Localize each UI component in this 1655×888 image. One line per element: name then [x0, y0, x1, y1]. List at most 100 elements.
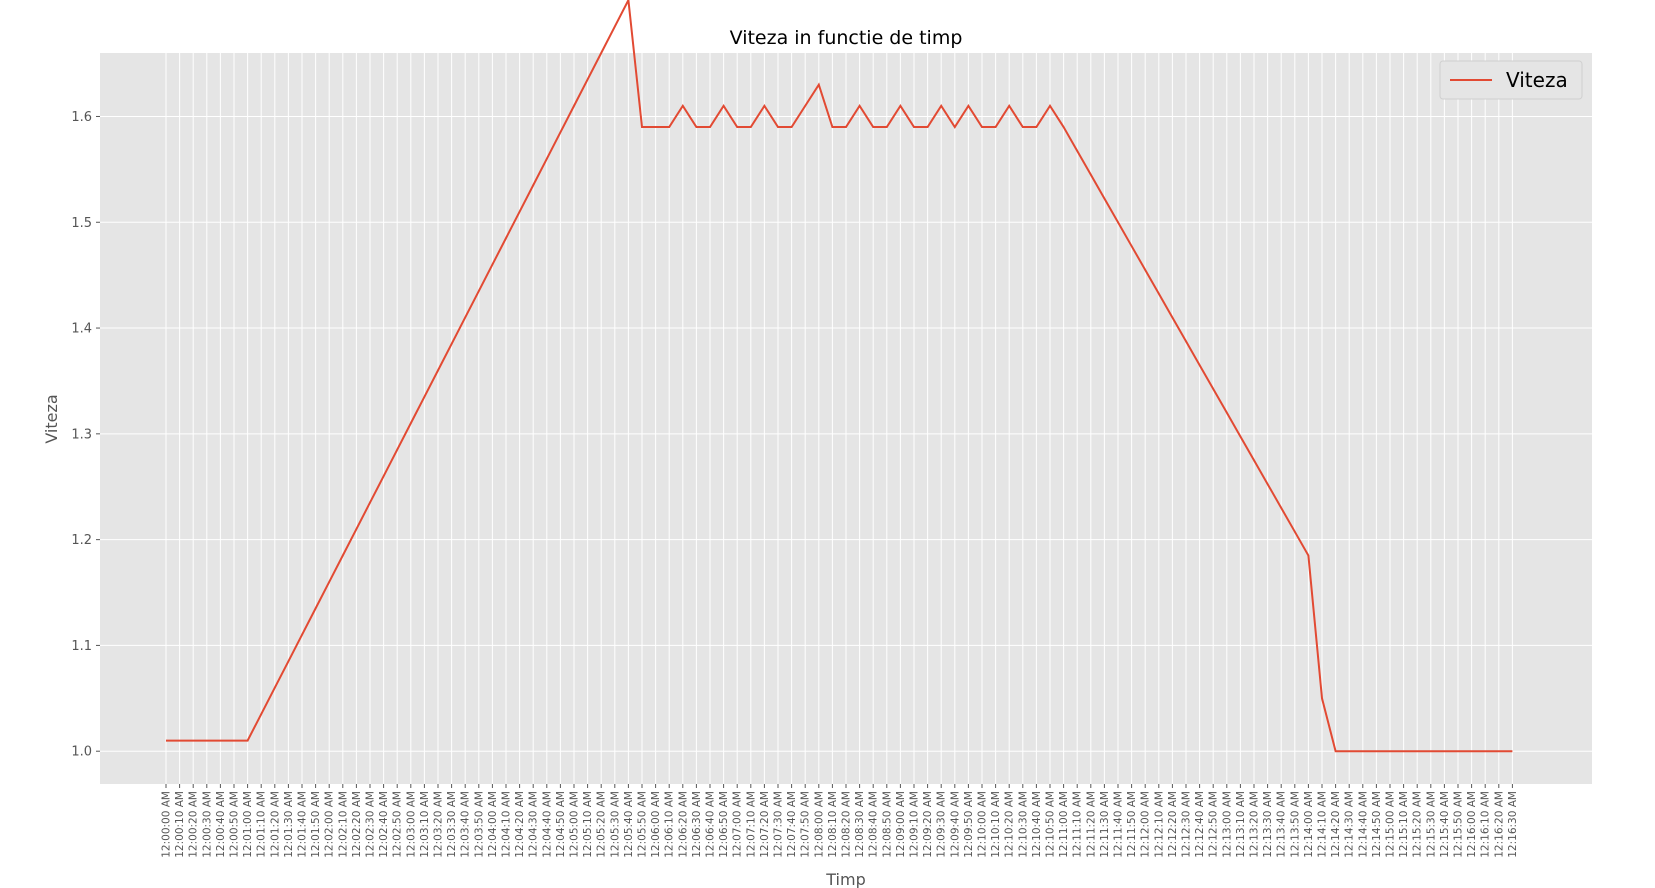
x-tick-label: 12:00:20 AM	[188, 791, 200, 858]
x-tick-label: 12:10:40 AM	[1031, 791, 1043, 858]
x-tick-label: 12:04:10 AM	[501, 791, 513, 858]
x-tick-label: 12:16:30 AM	[1507, 791, 1519, 858]
x-tick-label: 12:02:30 AM	[365, 791, 377, 858]
y-tick-label: 1.3	[71, 427, 92, 442]
x-tick-label: 12:07:30 AM	[773, 791, 785, 858]
x-tick-label: 12:15:50 AM	[1453, 791, 1465, 858]
x-tick-label: 12:11:50 AM	[1126, 791, 1138, 858]
x-tick-label: 12:14:30 AM	[1344, 791, 1356, 858]
y-tick-label: 1.0	[71, 745, 92, 760]
x-tick-label: 12:15:20 AM	[1412, 791, 1424, 858]
x-tick-label: 12:09:20 AM	[922, 791, 934, 858]
x-tick-label: 12:07:20 AM	[759, 791, 771, 858]
x-tick-label: 12:08:40 AM	[868, 791, 880, 858]
x-tick-label: 12:10:50 AM	[1045, 791, 1057, 858]
x-tick-label: 12:03:00 AM	[405, 791, 417, 858]
x-tick-label: 12:09:50 AM	[963, 791, 975, 858]
x-tick-label: 12:11:10 AM	[1072, 791, 1084, 858]
x-tick-label: 12:15:40 AM	[1439, 791, 1451, 858]
x-tick-label: 12:16:20 AM	[1493, 791, 1505, 858]
x-tick-label: 12:12:40 AM	[1194, 791, 1206, 858]
x-tick-label: 12:06:30 AM	[691, 791, 703, 858]
x-tick-label: 12:14:00 AM	[1303, 791, 1315, 858]
y-axis-ticks: 1.0 1.1 1.2 1.3 1.4 1.5 1.6	[71, 110, 100, 760]
x-tick-label: 12:05:40 AM	[623, 791, 635, 858]
x-tick-label: 12:08:00 AM	[813, 791, 825, 858]
x-tick-label: 12:11:30 AM	[1099, 791, 1111, 858]
x-tick-label: 12:06:20 AM	[677, 791, 689, 858]
x-tick-label: 12:08:50 AM	[881, 791, 893, 858]
x-tick-label: 12:11:20 AM	[1085, 791, 1097, 858]
x-tick-label: 12:13:00 AM	[1221, 791, 1233, 858]
y-axis-label: Viteza	[42, 394, 61, 443]
x-tick-label: 12:13:30 AM	[1262, 791, 1274, 858]
x-tick-label: 12:08:10 AM	[827, 791, 839, 858]
y-tick-label: 1.5	[71, 216, 92, 231]
x-tick-label: 12:13:40 AM	[1276, 791, 1288, 858]
series-layer	[165, 0, 1513, 753]
x-tick-label: 12:01:10 AM	[256, 791, 268, 858]
x-tick-label: 12:09:10 AM	[909, 791, 921, 858]
x-tick-label: 12:10:00 AM	[977, 791, 989, 858]
x-tick-label: 12:04:30 AM	[528, 791, 540, 858]
y-tick-label: 1.4	[71, 322, 92, 337]
x-tick-label: 12:07:50 AM	[800, 791, 812, 858]
x-tick-label: 12:12:20 AM	[1167, 791, 1179, 858]
x-tick-label: 12:02:50 AM	[392, 791, 404, 858]
x-tick-label: 12:03:10 AM	[419, 791, 431, 858]
x-tick-label: 12:07:00 AM	[732, 791, 744, 858]
x-tick-label: 12:12:30 AM	[1181, 791, 1193, 858]
x-tick-label: 12:11:40 AM	[1113, 791, 1125, 858]
x-tick-label: 12:02:10 AM	[337, 791, 349, 858]
x-tick-label: 12:12:50 AM	[1208, 791, 1220, 858]
x-tick-label: 12:00:00 AM	[161, 791, 173, 858]
x-tick-label: 12:14:50 AM	[1371, 791, 1383, 858]
x-axis-ticks: 12:00:00 AM 12:00:10 AM 12:00:20 AM 12:00:3…	[161, 784, 1519, 858]
x-tick-label: 12:00:30 AM	[201, 791, 213, 858]
x-tick-label: 12:16:00 AM	[1466, 791, 1478, 858]
x-tick-label: 12:02:00 AM	[324, 791, 336, 858]
x-tick-label: 12:06:50 AM	[718, 791, 730, 858]
x-tick-label: 12:12:10 AM	[1153, 791, 1165, 858]
x-tick-label: 12:15:10 AM	[1398, 791, 1410, 858]
x-tick-label: 12:02:20 AM	[351, 791, 363, 858]
x-tick-label: 12:03:50 AM	[473, 791, 485, 858]
x-tick-label: 12:07:10 AM	[745, 791, 757, 858]
x-tick-label: 12:04:00 AM	[487, 791, 499, 858]
x-tick-label: 12:06:00 AM	[650, 791, 662, 858]
x-tick-label: 12:04:50 AM	[555, 791, 567, 858]
x-tick-label: 12:03:30 AM	[446, 791, 458, 858]
x-tick-label: 12:01:40 AM	[297, 791, 309, 858]
x-tick-label: 12:15:00 AM	[1385, 791, 1397, 858]
x-tick-label: 12:05:00 AM	[569, 791, 581, 858]
x-tick-label: 12:02:40 AM	[378, 791, 390, 858]
x-tick-label: 12:13:20 AM	[1249, 791, 1261, 858]
x-tick-label: 12:04:40 AM	[541, 791, 553, 858]
x-tick-label: 12:14:40 AM	[1357, 791, 1369, 858]
legend-label: Viteza	[1506, 68, 1568, 92]
legend: Viteza	[1439, 60, 1583, 100]
x-tick-label: 12:01:50 AM	[310, 791, 322, 858]
x-tick-label: 12:00:50 AM	[229, 791, 241, 858]
x-tick-label: 12:16:10 AM	[1480, 791, 1492, 858]
x-tick-label: 12:06:40 AM	[705, 791, 717, 858]
x-tick-label: 12:10:10 AM	[990, 791, 1002, 858]
x-tick-label: 12:13:50 AM	[1289, 791, 1301, 858]
x-tick-label: 12:01:00 AM	[242, 791, 254, 858]
x-tick-label: 12:12:00 AM	[1140, 791, 1152, 858]
x-tick-label: 12:01:20 AM	[269, 791, 281, 858]
x-tick-label: 12:03:20 AM	[433, 791, 445, 858]
x-tick-label: 12:10:20 AM	[1004, 791, 1016, 858]
x-tick-label: 12:14:20 AM	[1330, 791, 1342, 858]
x-tick-label: 12:09:30 AM	[936, 791, 948, 858]
legend-box	[1439, 60, 1583, 100]
x-tick-label: 12:05:10 AM	[582, 791, 594, 858]
grid-lines	[100, 53, 1592, 784]
x-tick-label: 12:01:30 AM	[283, 791, 295, 858]
x-tick-label: 12:06:10 AM	[664, 791, 676, 858]
x-tick-label: 12:00:10 AM	[174, 791, 186, 858]
x-tick-label: 12:08:20 AM	[841, 791, 853, 858]
x-tick-label: 12:07:40 AM	[786, 791, 798, 858]
y-tick-label: 1.1	[71, 639, 92, 654]
